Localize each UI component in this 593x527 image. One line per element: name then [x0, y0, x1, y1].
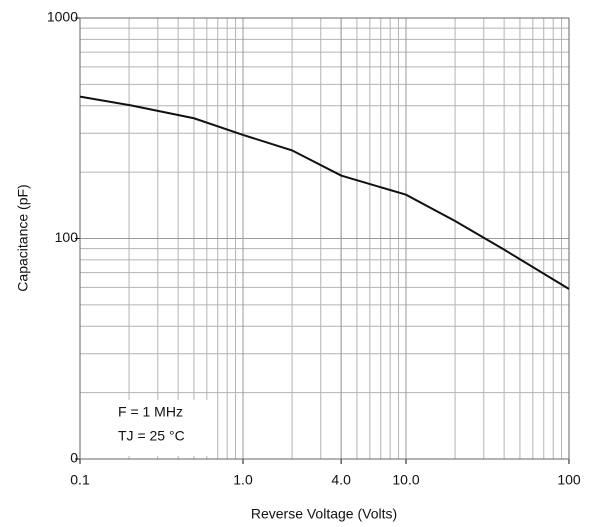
x-tick-label: 4.0: [331, 472, 351, 488]
data-line: [79, 95, 570, 290]
x-tick-label: 1.0: [233, 472, 253, 488]
annotation-box: [112, 400, 212, 456]
y-tick-label: 100: [55, 229, 79, 245]
x-tick-label: 100: [557, 472, 581, 488]
x-tick-label: 10.0: [392, 472, 419, 488]
x-axis-title: Reverse Voltage (Volts): [251, 506, 397, 522]
annotation: F = 1 MHz: [118, 404, 183, 420]
plot-border: [79, 17, 570, 460]
annotation: TJ = 25 °C: [118, 428, 185, 444]
y-axis-title: Capacitance (pF): [15, 184, 31, 291]
y-tick-label: 1000: [47, 9, 78, 25]
y-tick-label: 0: [70, 450, 78, 466]
x-tick-label: 0.1: [70, 472, 90, 488]
